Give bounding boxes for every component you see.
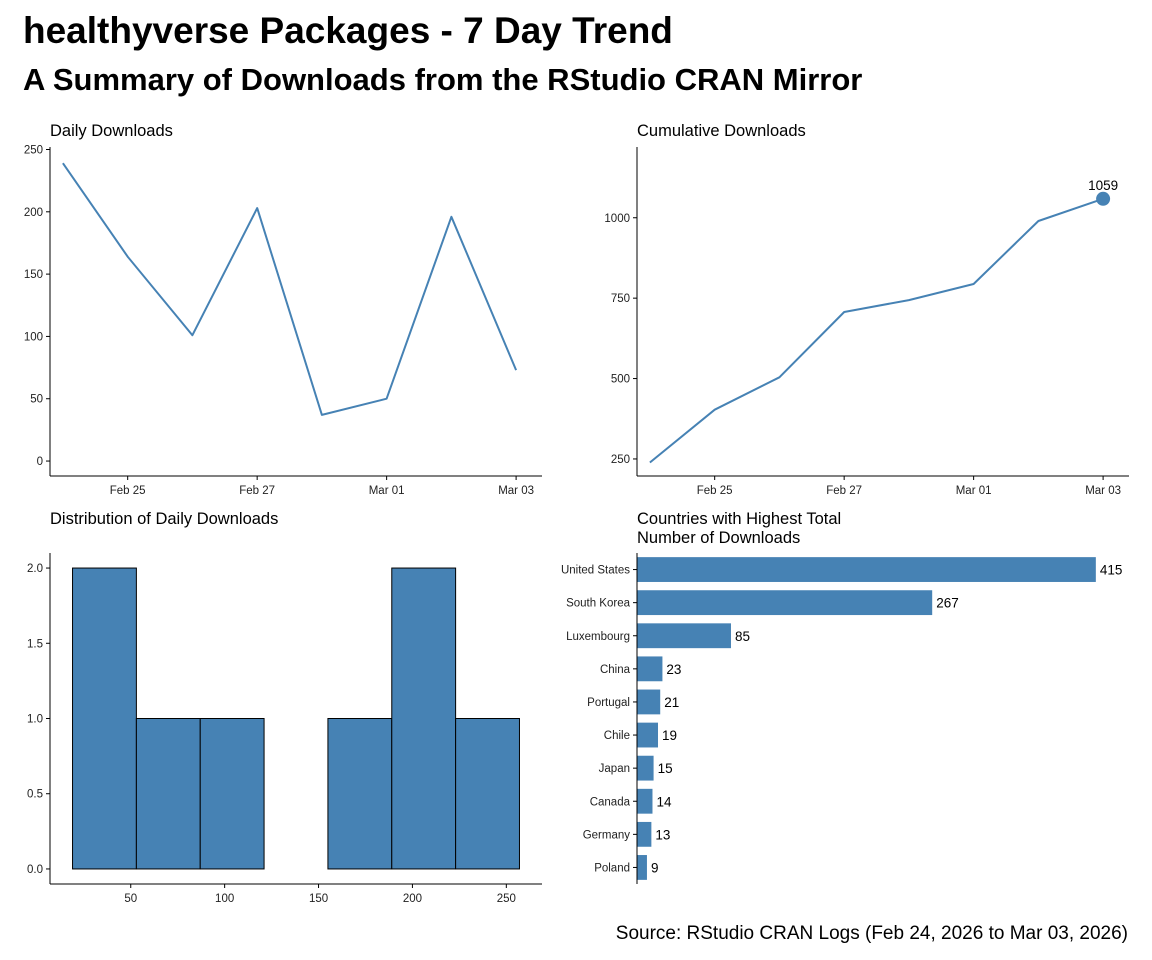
page-subtitle: A Summary of Downloads from the RStudio …: [23, 62, 863, 97]
country-label: Luxembourg: [566, 631, 630, 643]
daily-downloads-panel: Daily Downloads 0 50 100 150 200 250 Feb 25 Feb…: [24, 122, 542, 497]
country-label: Portugal: [587, 697, 630, 709]
page-title: healthyverse Packages - 7 Day Trend: [23, 10, 673, 51]
daily-x-tick-label: Feb 25: [110, 485, 146, 497]
histogram-chart-title: Distribution of Daily Downloads: [50, 510, 278, 528]
daily-x-tick-label: Feb 27: [239, 485, 275, 497]
country-label: South Korea: [566, 598, 631, 610]
countries-chart-title-line-2: Number of Downloads: [637, 529, 800, 547]
distribution-panel: Distribution of Daily Downloads 0.0 0.5 1.…: [27, 510, 542, 905]
histogram-y-tick-label: 1.0: [27, 714, 43, 726]
country-label: Japan: [599, 763, 630, 775]
cumulative-end-point: [1096, 191, 1111, 206]
daily-y-tick-label: 50: [30, 394, 43, 406]
country-value-label: 19: [662, 728, 677, 743]
country-label: Germany: [583, 829, 631, 841]
country-value-label: 267: [936, 596, 959, 611]
cumulative-series-line: [649, 197, 1104, 464]
daily-series-line: [62, 162, 518, 416]
cumulative-downloads-panel: Cumulative Downloads 250 500 750 1000 Feb 25…: [604, 122, 1129, 497]
histogram-bar: [455, 718, 520, 870]
country-bar: [637, 855, 647, 880]
country-value-label: 85: [735, 629, 750, 644]
country-label: Poland: [594, 862, 630, 874]
country-value-label: 415: [1100, 563, 1123, 578]
histogram-bar: [327, 718, 393, 870]
country-value-label: 9: [651, 860, 659, 875]
country-bar: [637, 788, 653, 814]
cumulative-x-tick-label: Feb 27: [826, 485, 862, 497]
country-bar: [637, 821, 652, 847]
country-bar: [637, 689, 661, 715]
cumulative-y-tick-label: 250: [611, 454, 630, 466]
countries-panel: Countries with Highest Total Number of D…: [561, 510, 1122, 884]
histogram-x-tick-label: 200: [403, 893, 422, 905]
country-label: China: [600, 664, 631, 676]
histogram-y-tick-label: 0.0: [27, 864, 43, 876]
histogram-x-tick-label: 150: [309, 893, 328, 905]
country-value-label: 15: [658, 761, 673, 776]
histogram-x-tick-label: 50: [124, 893, 137, 905]
country-value-label: 21: [664, 695, 679, 710]
daily-y-tick-label: 200: [24, 207, 43, 219]
cumulative-end-label: 1059: [1088, 178, 1118, 193]
cumulative-y-tick-label: 1000: [604, 213, 630, 225]
country-bar: [637, 623, 731, 649]
cumulative-y-tick-label: 750: [611, 293, 630, 305]
country-label: Chile: [604, 730, 630, 742]
country-bar: [637, 590, 933, 616]
countries-chart-title-line-1: Countries with Highest Total: [637, 510, 841, 528]
cumulative-chart-title: Cumulative Downloads: [637, 122, 806, 140]
country-label: Canada: [590, 796, 631, 808]
country-bar: [637, 755, 654, 781]
daily-y-tick-label: 0: [37, 456, 43, 468]
source-caption: Source: RStudio CRAN Logs (Feb 24, 2026 …: [615, 923, 1128, 944]
country-bar: [637, 722, 659, 748]
daily-y-tick-label: 100: [24, 331, 43, 343]
histogram-bar: [199, 718, 265, 870]
cumulative-x-tick-label: Feb 25: [697, 485, 733, 497]
cumulative-y-tick-label: 500: [611, 374, 630, 386]
daily-x-tick-label: Mar 03: [498, 485, 534, 497]
daily-y-tick-label: 150: [24, 269, 43, 281]
country-value-label: 14: [656, 794, 672, 809]
daily-y-tick-label: 250: [24, 144, 43, 156]
histogram-x-tick-label: 100: [215, 893, 234, 905]
cumulative-x-tick-label: Mar 03: [1085, 485, 1121, 497]
cumulative-x-tick-label: Mar 01: [956, 485, 992, 497]
histogram-y-tick-label: 0.5: [27, 789, 43, 801]
daily-chart-title: Daily Downloads: [50, 122, 173, 140]
country-value-label: 23: [666, 662, 681, 677]
country-value-label: 13: [655, 827, 670, 842]
histogram-bar: [135, 718, 201, 870]
histogram-bar: [72, 567, 137, 870]
country-bar: [637, 656, 663, 682]
daily-x-tick-label: Mar 01: [369, 485, 405, 497]
histogram-y-tick-label: 1.5: [27, 638, 43, 650]
histogram-bar: [391, 567, 457, 870]
country-label: United States: [561, 565, 630, 577]
country-bar: [637, 557, 1096, 582]
histogram-x-tick-label: 250: [497, 893, 516, 905]
histogram-y-tick-label: 2.0: [27, 563, 43, 575]
